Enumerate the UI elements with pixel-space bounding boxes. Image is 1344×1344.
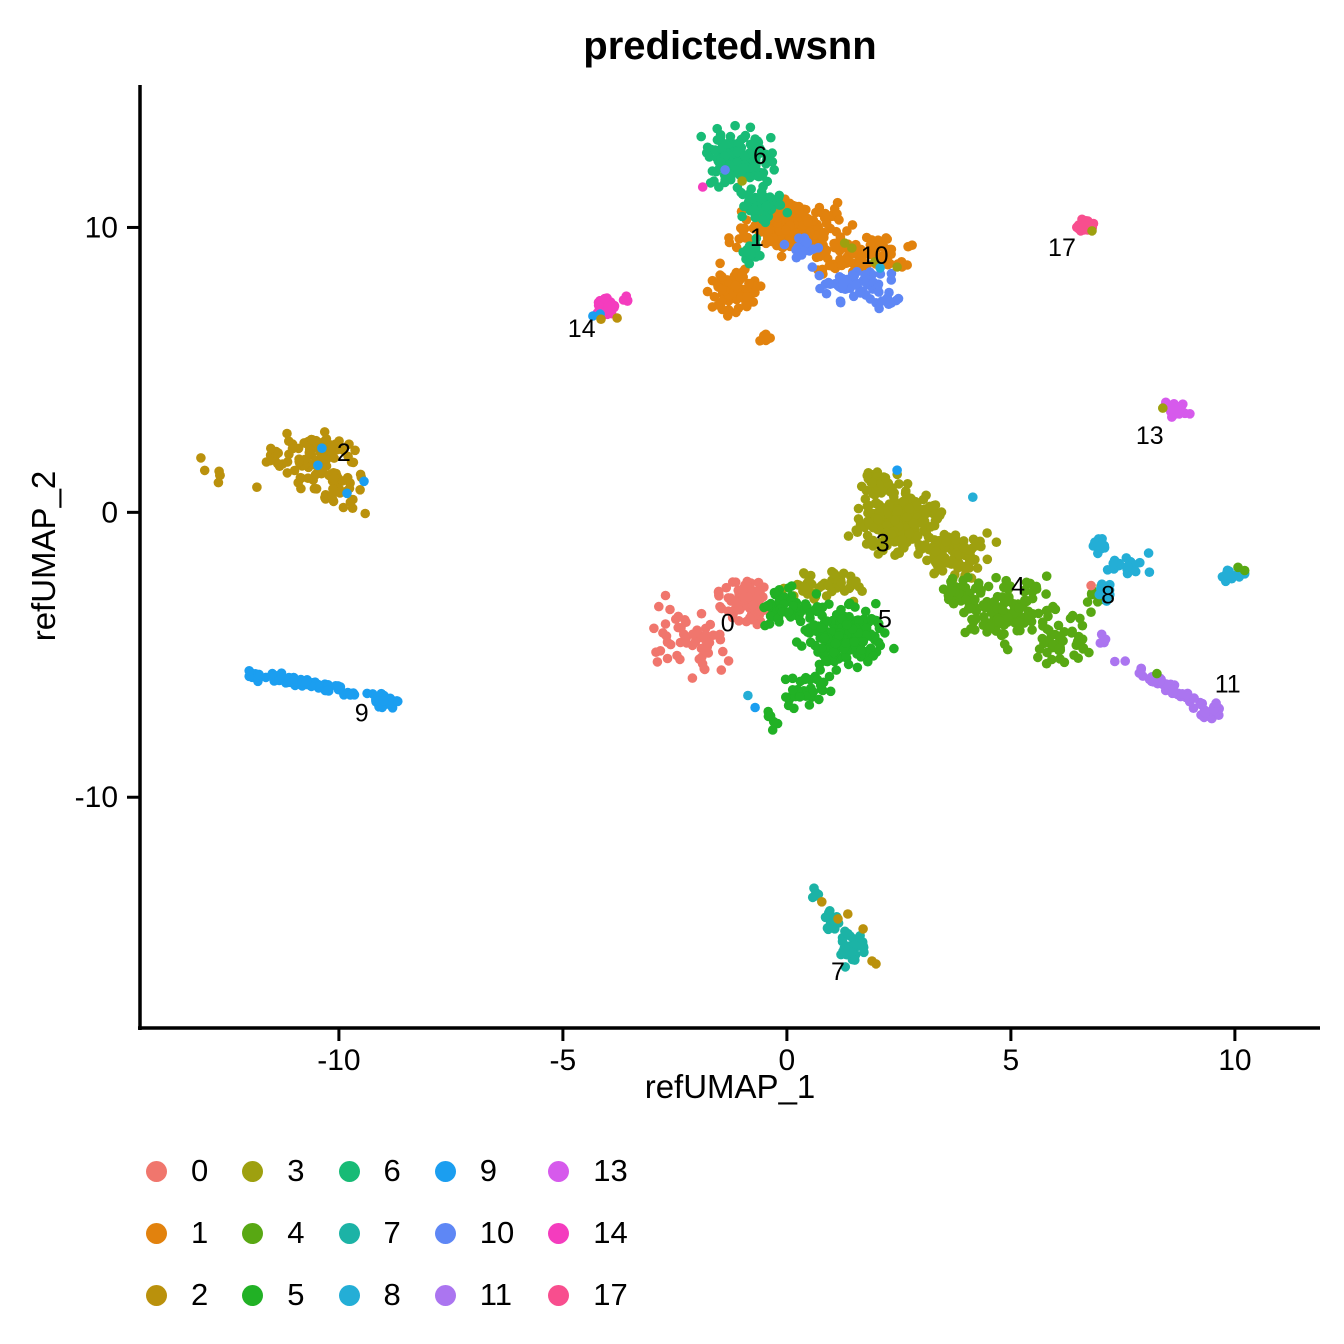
cluster-9-points — [244, 666, 403, 713]
cluster-14-label: 14 — [568, 315, 596, 343]
y-tick-label: -10 — [75, 781, 118, 814]
cluster-10-label: 10 — [861, 242, 889, 270]
legend-item-1: 1 — [146, 1202, 208, 1264]
legend-item-7: 7 — [338, 1202, 401, 1264]
legend-label-4: 4 — [287, 1215, 305, 1250]
cluster-17-points — [1072, 214, 1099, 236]
cluster-14-points — [592, 291, 633, 320]
cluster-3-label: 3 — [876, 529, 890, 557]
legend-item-17: 17 — [548, 1264, 628, 1326]
legend-dot-17 — [548, 1284, 570, 1306]
legend-item-14: 14 — [548, 1202, 628, 1264]
legend-dot-7 — [338, 1222, 360, 1244]
legend-dot-5 — [242, 1284, 264, 1306]
cluster-6-points — [696, 120, 793, 269]
legend-label-10: 10 — [479, 1215, 515, 1250]
legend-item-9: 9 — [434, 1140, 514, 1202]
legend-dot-6 — [338, 1160, 360, 1182]
cluster-4-label: 4 — [1011, 573, 1025, 601]
legend-dot-4 — [242, 1222, 264, 1244]
legend-label-3: 3 — [287, 1153, 305, 1188]
cluster-8-points — [1088, 534, 1250, 606]
cluster-10-points — [779, 233, 904, 314]
legend-dot-2 — [146, 1284, 167, 1306]
x-axis-title: refUMAP_1 — [644, 1068, 816, 1105]
cluster-legend: 0 1 2 3 4 5 6 7 8 9 10 11 13 14 17 — [146, 1140, 628, 1326]
cluster-11-label: 11 — [1215, 671, 1241, 699]
x-tick-label: 0 — [779, 1044, 796, 1077]
legend-dot-8 — [338, 1284, 360, 1306]
legend-dot-9 — [434, 1160, 456, 1182]
legend-label-9: 9 — [479, 1153, 497, 1188]
y-tick-label: 0 — [101, 496, 118, 529]
cluster-5-label: 5 — [878, 606, 892, 634]
legend-item-10: 10 — [434, 1202, 515, 1264]
legend-item-6: 6 — [338, 1140, 401, 1202]
legend-item-4: 4 — [242, 1202, 305, 1264]
legend-label-2: 2 — [191, 1277, 209, 1312]
cluster-0-label: 0 — [721, 610, 735, 638]
cluster-2-label: 2 — [337, 439, 351, 467]
legend-item-5: 5 — [242, 1264, 305, 1326]
cluster-6-label: 6 — [753, 142, 767, 170]
cluster-17-label: 17 — [1048, 234, 1076, 262]
x-tick-label: -5 — [550, 1044, 577, 1077]
legend-label-7: 7 — [383, 1215, 401, 1250]
cluster-2-points — [196, 427, 371, 519]
cluster-4-points — [938, 571, 1109, 669]
legend-item-2: 2 — [146, 1264, 208, 1326]
cluster-9-label: 9 — [355, 700, 369, 728]
legend-label-17: 17 — [593, 1277, 628, 1312]
legend-label-14: 14 — [593, 1215, 628, 1250]
legend-dot-14 — [548, 1222, 570, 1244]
cluster-1-label: 1 — [750, 224, 764, 252]
cluster-0-points — [649, 576, 770, 683]
plot-title: predicted.wsnn — [583, 24, 877, 68]
legend-dot-11 — [434, 1284, 456, 1306]
y-axis-title: refUMAP_2 — [25, 470, 62, 642]
cluster-13-label: 13 — [1136, 422, 1164, 450]
legend-item-11: 11 — [434, 1264, 514, 1326]
legend-dot-10 — [434, 1222, 456, 1244]
legend-label-0: 0 — [191, 1153, 209, 1188]
legend-item-8: 8 — [338, 1264, 401, 1326]
legend-label-1: 1 — [191, 1215, 209, 1250]
cluster-7-label: 7 — [831, 958, 845, 986]
legend-item-13: 13 — [548, 1140, 628, 1202]
cluster-5-points — [759, 581, 899, 735]
cluster-8-label: 8 — [1101, 581, 1115, 609]
legend-label-6: 6 — [383, 1153, 401, 1188]
mixed-extra-points — [313, 165, 1250, 969]
x-tick-label: 5 — [1003, 1044, 1020, 1077]
legend-label-5: 5 — [287, 1277, 305, 1312]
legend-dot-13 — [548, 1160, 570, 1182]
y-tick-label: 10 — [85, 211, 118, 244]
legend-dot-3 — [242, 1160, 264, 1182]
legend-dot-1 — [146, 1222, 167, 1244]
legend-label-13: 13 — [593, 1153, 628, 1188]
legend-dot-0 — [146, 1160, 167, 1182]
cluster-13-points — [1159, 397, 1195, 422]
x-tick-label: -10 — [317, 1044, 360, 1077]
legend-item-3: 3 — [242, 1140, 305, 1202]
legend-item-0: 0 — [146, 1140, 208, 1202]
x-tick-label: 10 — [1218, 1044, 1251, 1077]
legend-label-11: 11 — [479, 1277, 512, 1312]
cluster-11-points — [1095, 629, 1224, 724]
legend-label-8: 8 — [383, 1277, 401, 1312]
